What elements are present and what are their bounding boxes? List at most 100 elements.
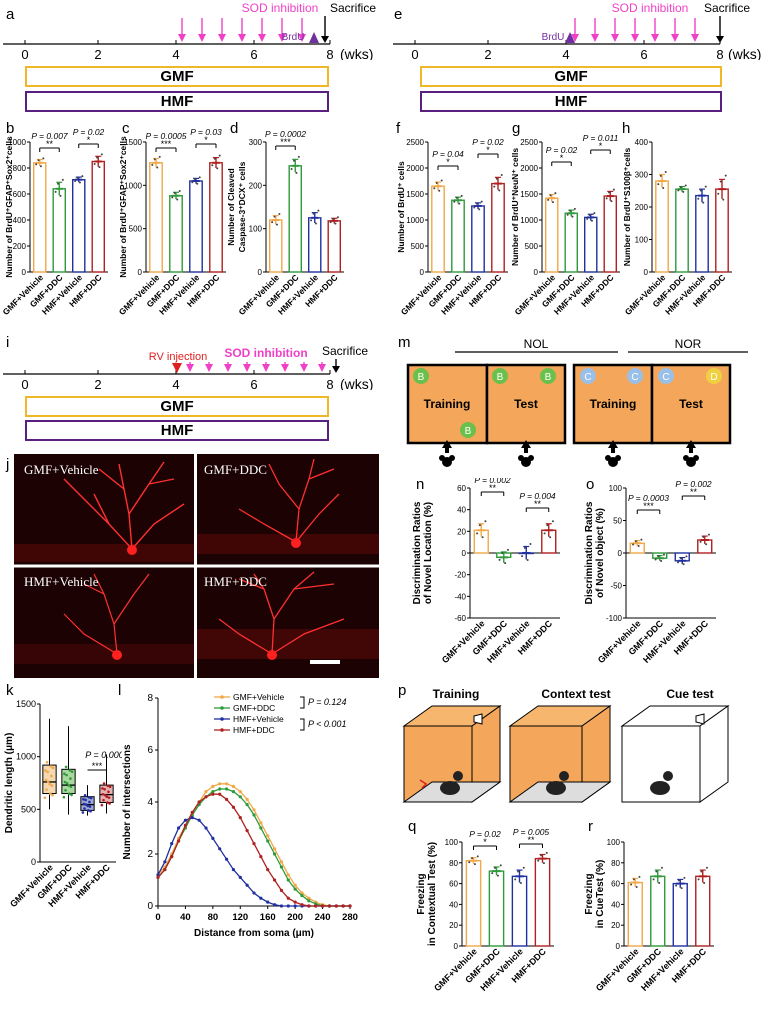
- mouse-icons-m: [439, 440, 699, 467]
- series-line: [157, 788, 350, 907]
- series-point: [238, 816, 242, 820]
- micro-label-bl: HMF+Vehicle: [24, 574, 99, 589]
- panel-letter-h: h: [622, 120, 631, 137]
- brdu-label-a: BrdU: [282, 32, 305, 43]
- bar: [308, 217, 322, 273]
- y-axis-label: Caspase-3⁺DCX⁺ cells: [237, 161, 247, 252]
- series-point: [272, 878, 277, 882]
- y-tick-label: 20: [611, 921, 620, 930]
- p-value: P = 0.005: [513, 827, 550, 837]
- bar: [655, 180, 669, 273]
- sod-arrows-i: [186, 362, 326, 372]
- sig-stars: *: [87, 135, 91, 145]
- data-point: [314, 222, 317, 225]
- data-point: [74, 179, 77, 182]
- sig-stars: ***: [161, 139, 172, 149]
- series-point: [327, 904, 332, 908]
- data-point: [498, 558, 501, 561]
- series-point: [334, 904, 338, 908]
- y-tick-label: 1500: [124, 138, 142, 147]
- data-point: [685, 555, 688, 558]
- series-point: [259, 821, 263, 825]
- series-point: [176, 839, 181, 843]
- data-point: [98, 166, 101, 169]
- series-point: [238, 795, 242, 799]
- y-tick-label: 40: [449, 900, 458, 909]
- data-point: [634, 540, 637, 543]
- series-point: [307, 904, 311, 908]
- p-value: P = 0.004: [519, 491, 556, 501]
- data-point: [78, 181, 81, 184]
- data-point: [630, 883, 633, 886]
- fear-cue-label: Cue test: [666, 687, 713, 701]
- data-point: [59, 194, 62, 197]
- data-point: [84, 803, 88, 806]
- bar: [431, 185, 445, 273]
- bar: [189, 180, 203, 273]
- nol-training-box: B B Training: [406, 363, 489, 445]
- neuron-tr: [238, 458, 340, 543]
- data-point: [704, 185, 707, 188]
- series-point: [245, 797, 249, 801]
- data-point: [679, 557, 682, 560]
- data-point: [329, 221, 332, 224]
- data-point: [514, 878, 517, 881]
- data-point: [473, 863, 476, 866]
- series-point: [204, 790, 208, 794]
- data-point: [49, 792, 52, 796]
- scale-bar: [310, 660, 340, 664]
- data-point: [637, 545, 640, 548]
- sod-arrowhead: [318, 364, 326, 372]
- neuron-tl: [63, 461, 185, 550]
- y-tick-label: 0: [462, 549, 467, 558]
- data-point: [39, 165, 42, 168]
- bar: [471, 205, 485, 273]
- sig-stars: ***: [643, 501, 654, 511]
- data-point: [501, 552, 504, 555]
- sod-arrowhead: [243, 364, 251, 372]
- y-tick-label: 100: [635, 236, 649, 245]
- data-point: [519, 882, 522, 885]
- sod-arrowhead: [298, 34, 306, 42]
- data-point: [684, 184, 687, 187]
- timeline-e: SOD inhibition 0 2 4 6 8 Sacrifice BrdU (wks…: [393, 1, 761, 60]
- panel-letter-m: m: [398, 334, 411, 351]
- timeline-tick-label: 6: [250, 377, 257, 390]
- nor-training-box: C C Training: [572, 363, 654, 445]
- svg-text:D: D: [710, 372, 717, 383]
- panel-letter-n: n: [416, 476, 425, 493]
- timeline-tick-label: 4: [172, 377, 179, 390]
- legend-bracket: [300, 696, 305, 709]
- hmf-bar-i: HMF: [25, 420, 329, 441]
- data-point: [545, 851, 548, 854]
- y-tick-label: 1000: [124, 181, 142, 190]
- legend-marker: [220, 695, 224, 699]
- svg-text:B: B: [497, 372, 504, 383]
- series-point: [293, 900, 297, 904]
- data-point: [54, 190, 57, 193]
- mouse-icons-p: [440, 771, 673, 795]
- y-tick-label: 200: [249, 181, 263, 190]
- sod-arrowhead: [300, 364, 308, 372]
- y-tick-label: 2000: [406, 164, 424, 173]
- y-tick-label: 40: [457, 506, 466, 515]
- x-tick-label: 200: [287, 912, 303, 923]
- bar: [672, 882, 688, 947]
- series-point: [211, 784, 215, 788]
- x-tick-label: 40: [180, 912, 191, 923]
- series-point: [204, 826, 208, 830]
- sig-stars: *: [446, 157, 450, 167]
- data-point: [102, 798, 105, 802]
- data-point: [612, 188, 615, 191]
- data-point: [652, 878, 655, 881]
- data-point: [178, 189, 181, 192]
- panel-letter-j: j: [6, 456, 10, 473]
- data-point: [540, 854, 543, 857]
- series-point: [224, 787, 229, 791]
- data-point: [521, 555, 524, 558]
- panel-letter-k: k: [6, 682, 14, 699]
- sod-arrowhead: [691, 34, 699, 42]
- series-point: [320, 904, 325, 908]
- p-value: P < 0.001: [308, 719, 346, 729]
- data-point: [278, 213, 281, 216]
